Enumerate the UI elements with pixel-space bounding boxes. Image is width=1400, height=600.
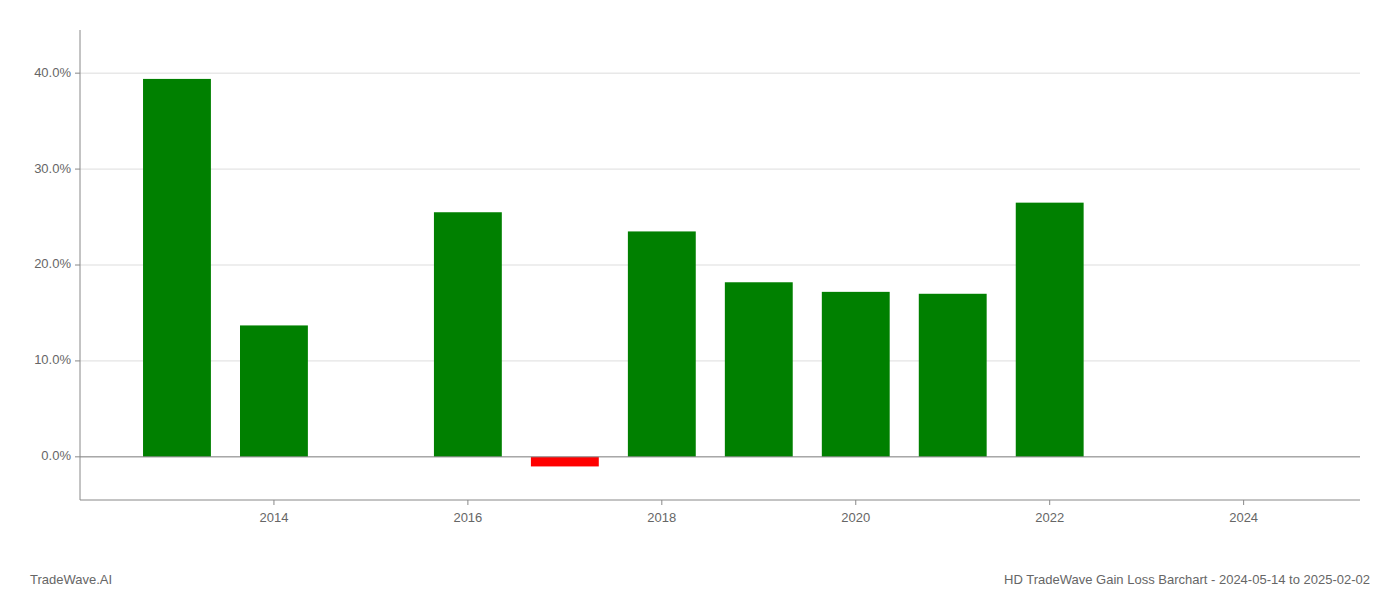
y-tick-label: 20.0%	[34, 256, 71, 271]
x-axis: 2014 2016 2018 2020 2022 2024	[259, 500, 1258, 525]
bar: 2019: 0.182	[725, 282, 793, 457]
chart-svg: 2013: 0.394 2014: 0.137 2016: 0.255 2017: -…	[0, 0, 1400, 600]
x-tick	[1243, 500, 1244, 505]
chart-title: HD TradeWave Gain Loss Barchart - 2024-0…	[1004, 572, 1370, 587]
y-tick	[75, 265, 80, 266]
grid-line	[80, 169, 1360, 170]
bar: 2021: 0.17	[919, 294, 987, 457]
y-tick-label: 40.0%	[34, 65, 71, 80]
bar: 2016: 0.255	[434, 212, 502, 457]
x-axis-line	[80, 500, 1360, 501]
y-tick	[75, 360, 80, 361]
grid-line	[80, 73, 1360, 74]
grid	[80, 73, 1360, 457]
y-tick	[75, 73, 80, 74]
bar: 2020: 0.172	[822, 292, 890, 457]
watermark: TradeWave.AI	[30, 572, 112, 587]
x-tick-label: 2014	[259, 510, 288, 525]
x-tick-label: 2016	[453, 510, 482, 525]
grid-line	[80, 265, 1360, 266]
x-tick	[1049, 500, 1050, 505]
y-tick	[75, 456, 80, 457]
background	[0, 0, 1400, 600]
bar: 2017: -0.01	[531, 457, 599, 467]
grid-line	[80, 456, 1360, 457]
bar: 2022: 0.265	[1016, 203, 1084, 457]
chart-container: 2013: 0.394 2014: 0.137 2016: 0.255 2017: -…	[0, 0, 1400, 600]
y-tick-label: 10.0%	[34, 352, 71, 367]
x-tick-label: 2022	[1035, 510, 1064, 525]
y-tick-label: 30.0%	[34, 161, 71, 176]
y-axis: 0.0% 10.0% 20.0% 30.0% 40.0%	[34, 65, 80, 464]
bar: 2013: 0.394	[143, 79, 211, 457]
bar: 2014: 0.137	[240, 325, 308, 456]
y-tick-label: 0.0%	[41, 448, 71, 463]
x-tick	[467, 500, 468, 505]
x-tick-label: 2024	[1229, 510, 1258, 525]
x-tick	[855, 500, 856, 505]
zero-line	[80, 456, 1360, 457]
bars: 2013: 0.394 2014: 0.137 2016: 0.255 2017: -…	[143, 79, 1084, 467]
x-tick	[661, 500, 662, 505]
x-tick-label: 2018	[647, 510, 676, 525]
x-tick-label: 2020	[841, 510, 870, 525]
y-tick	[75, 169, 80, 170]
x-tick	[273, 500, 274, 505]
bar: 2018: 0.235	[628, 231, 696, 456]
